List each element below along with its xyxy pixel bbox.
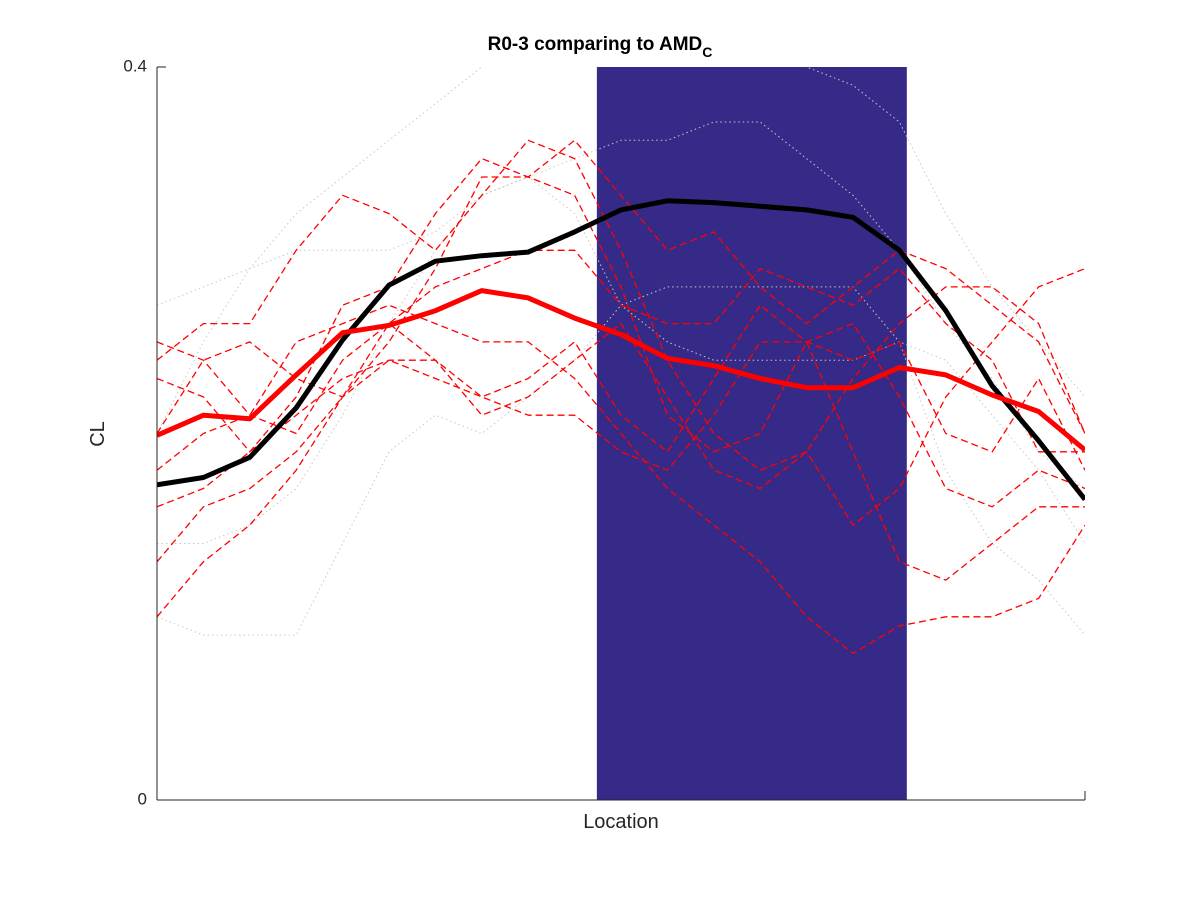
series-line <box>157 249 1085 563</box>
title-subscript: C <box>702 44 712 60</box>
series-line <box>157 288 1085 452</box>
y-tick-label: 0.4 <box>123 56 147 75</box>
plot-area <box>157 67 1085 800</box>
series-line <box>157 198 1085 502</box>
series-line <box>157 304 1085 655</box>
series-line <box>157 286 1085 636</box>
series-line <box>157 139 1085 618</box>
chart-title: R0-3 comparing to AMDC <box>488 34 713 60</box>
series-line <box>157 157 1085 581</box>
y-tick-label: 0 <box>138 789 147 808</box>
x-axis-label: Location <box>583 811 659 833</box>
highlight-band <box>596 67 907 800</box>
y-axis-label: CL <box>87 421 109 447</box>
series-line <box>157 286 1085 490</box>
title-text: R0-3 comparing to AMD <box>488 34 703 55</box>
series-line <box>157 121 1085 544</box>
series-line <box>157 139 1085 526</box>
series-line <box>157 341 1085 508</box>
